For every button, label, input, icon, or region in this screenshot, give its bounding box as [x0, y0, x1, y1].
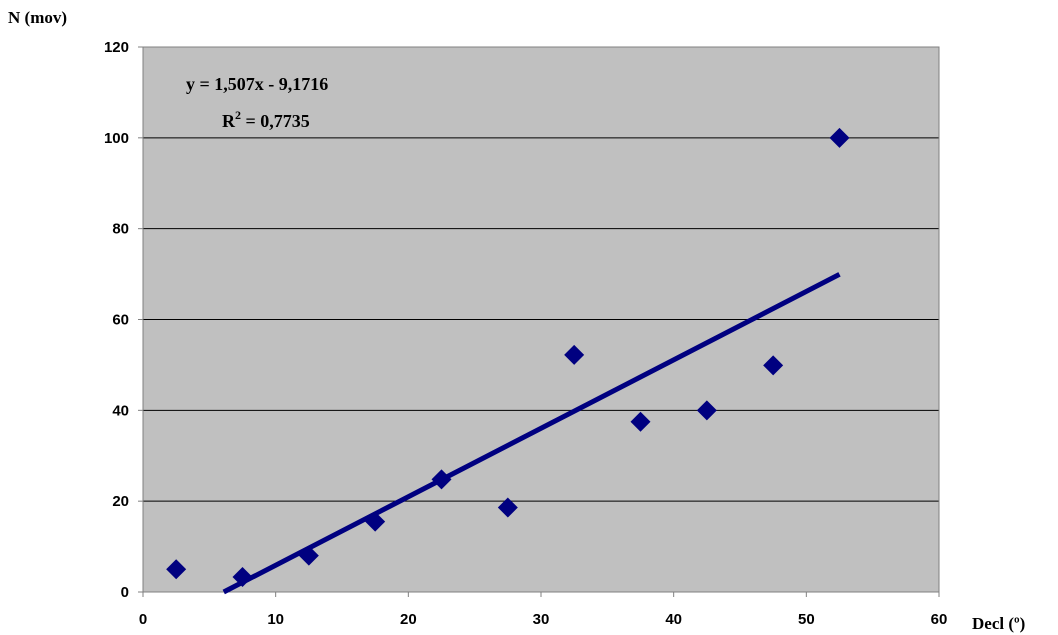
r-squared-label: R2 = 0,7735 [222, 108, 310, 131]
x-tick-label: 10 [267, 611, 284, 628]
y-tick-label: 0 [121, 584, 129, 601]
y-tick-label: 20 [112, 493, 129, 510]
x-tick-label: 40 [665, 611, 682, 628]
data-point-marker [166, 559, 187, 580]
data-point-marker [564, 344, 585, 365]
x-tick-label: 50 [798, 611, 815, 628]
x-tick-label: 30 [533, 611, 550, 628]
data-point-marker [497, 497, 518, 518]
trendline-equation: y = 1,507x - 9,1716 [186, 74, 328, 94]
y-tick-label: 100 [104, 130, 129, 147]
linear-trendline [222, 272, 841, 595]
data-point-marker [763, 355, 784, 376]
y-tick-label: 80 [112, 221, 129, 238]
data-point-marker [232, 567, 253, 588]
x-tick-label: 0 [139, 611, 147, 628]
data-point-marker [431, 469, 452, 490]
data-point-marker [696, 400, 717, 421]
trendline-group [222, 272, 841, 595]
y-axis-title: N (mov) [8, 8, 67, 27]
plot-border [142, 46, 940, 593]
x-tick-label: 20 [400, 611, 417, 628]
x-tick-labels: 0 10 20 30 40 50 60 [139, 611, 948, 628]
x-axis-title: Decl (º) [972, 614, 1025, 633]
r-squared-exponent: 2 [235, 108, 241, 122]
y-tick-label: 120 [104, 39, 129, 56]
axes [142, 46, 940, 593]
r-squared-prefix: R [222, 111, 236, 131]
data-point-marker [630, 411, 651, 432]
data-point-marker [298, 545, 319, 566]
data-markers [166, 127, 850, 588]
data-point-marker [829, 127, 850, 148]
y-tick-labels: 0 20 40 60 80 100 120 [104, 39, 129, 601]
r-squared-value: = 0,7735 [241, 111, 310, 131]
x-tick-label: 60 [931, 611, 948, 628]
y-tick-label: 40 [112, 402, 129, 419]
y-tick-label: 60 [112, 312, 129, 329]
data-point-marker [365, 511, 386, 532]
